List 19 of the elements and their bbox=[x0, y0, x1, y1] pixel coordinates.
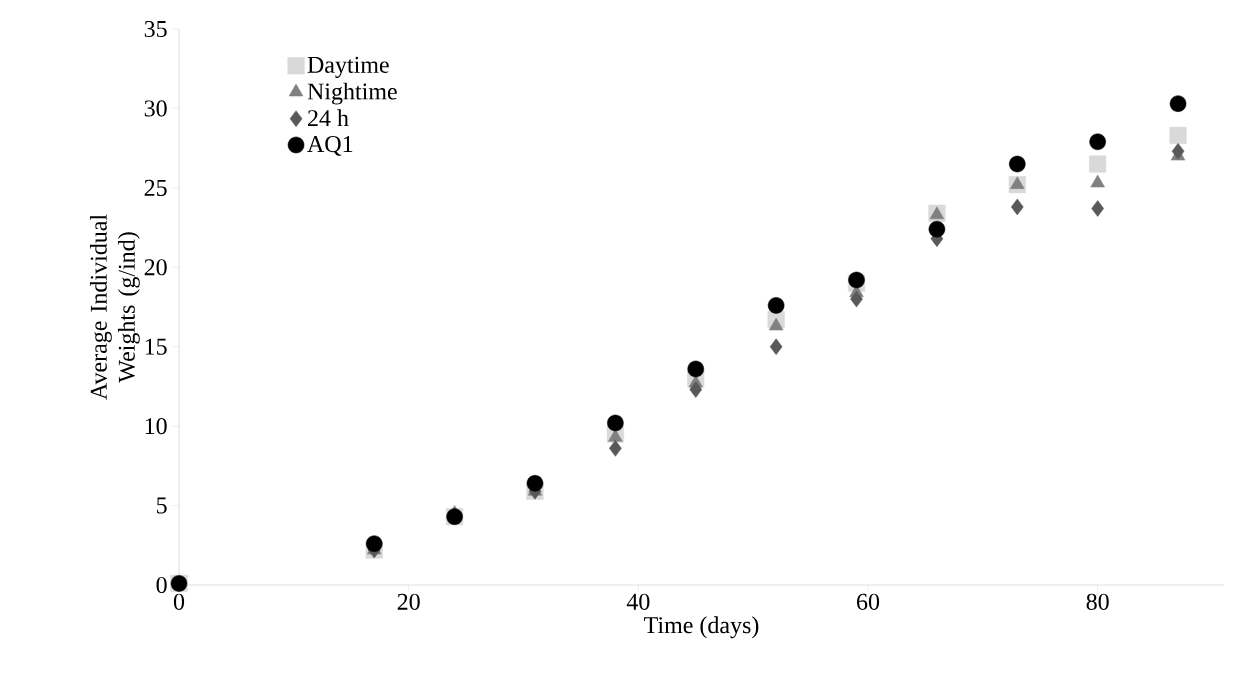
y-tick-label: 10 bbox=[145, 418, 167, 435]
y-tick-label: 25 bbox=[144, 179, 167, 196]
legend-label: 24 h bbox=[308, 109, 349, 127]
x-tick-label: 20 bbox=[397, 593, 420, 610]
x-tick-label: 40 bbox=[626, 593, 650, 610]
x-tick-label: 60 bbox=[857, 593, 880, 610]
y-tick-label: 5 bbox=[157, 497, 167, 514]
y-tick-label: 35 bbox=[144, 20, 167, 38]
y-tick-label: 30 bbox=[144, 100, 167, 117]
x-tick-label: 0 bbox=[173, 593, 185, 610]
x-axis-title: Time (days) bbox=[644, 616, 759, 639]
y-axis-title: Average Individual Weights (g/ind) bbox=[89, 214, 140, 400]
legend-label: Nightime bbox=[307, 82, 397, 105]
legend-label: Daytime bbox=[307, 56, 389, 78]
legend-label: AQ1 bbox=[307, 136, 353, 156]
y-tick-label: 15 bbox=[145, 338, 167, 355]
y-tick-label: 20 bbox=[144, 259, 167, 276]
y-tick-label: 0 bbox=[156, 576, 167, 594]
x-tick-label: 80 bbox=[1086, 593, 1109, 610]
